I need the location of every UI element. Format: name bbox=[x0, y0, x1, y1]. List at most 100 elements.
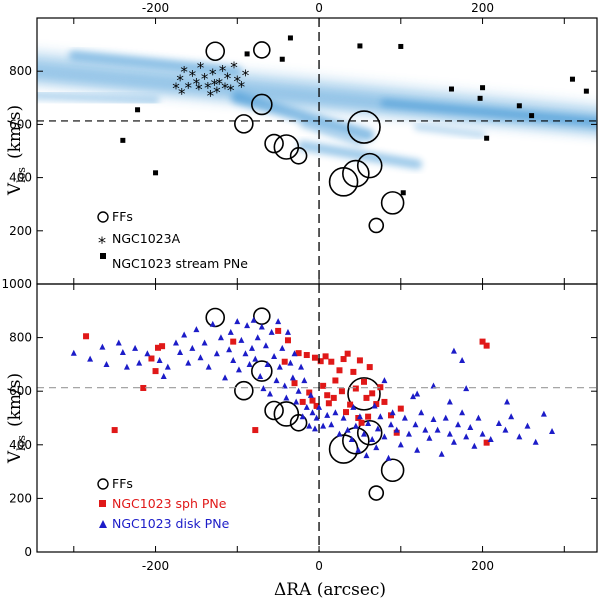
ff-marker bbox=[234, 114, 254, 134]
ngc1023a-marker: * bbox=[242, 66, 250, 84]
ngc1023a-marker: * bbox=[219, 62, 227, 80]
x-tick-label: 0 bbox=[315, 559, 323, 573]
disk-pn-marker bbox=[463, 433, 470, 440]
disk-pn-marker bbox=[177, 348, 184, 355]
disk-pn-marker bbox=[103, 361, 110, 367]
disk-pn-marker bbox=[99, 343, 106, 350]
ff-marker bbox=[264, 400, 284, 421]
legend-item-sph: NGC1023 sph PNe bbox=[99, 496, 227, 511]
ngc1023a-marker: * bbox=[172, 80, 180, 98]
sph-pn-marker bbox=[338, 388, 345, 395]
disk-pn-marker bbox=[230, 356, 237, 363]
velocity-map-band bbox=[414, 124, 486, 139]
disk-pn-marker bbox=[303, 403, 310, 410]
disk-pn-marker bbox=[371, 402, 378, 409]
sph-pn-marker bbox=[483, 439, 490, 446]
bottom-panel-frame bbox=[36, 283, 598, 553]
disk-pn-marker bbox=[502, 426, 509, 433]
ngc1023a-marker: * bbox=[197, 59, 205, 77]
ff-marker bbox=[273, 401, 300, 427]
sph-pn-marker bbox=[358, 419, 365, 426]
disk-pn-marker bbox=[279, 344, 286, 351]
disk-pn-marker bbox=[235, 366, 242, 373]
disk-pn-marker bbox=[426, 434, 433, 441]
disk-pn-marker bbox=[293, 398, 300, 405]
disk-pn-marker bbox=[350, 403, 357, 410]
disk-pn-marker bbox=[246, 361, 253, 367]
disk-pn-marker bbox=[189, 344, 196, 351]
sph-pn-marker bbox=[313, 402, 320, 409]
disk-pn-marker bbox=[340, 414, 347, 421]
y-tick-label: 600 bbox=[9, 384, 32, 398]
disk-pn-marker bbox=[238, 336, 245, 343]
disk-pn-marker bbox=[412, 421, 419, 428]
disk-pn-marker bbox=[217, 334, 224, 341]
disk-pn-marker bbox=[471, 442, 478, 449]
sph-pn-marker bbox=[154, 344, 161, 351]
y-tick-label: 200 bbox=[9, 224, 32, 238]
disk-pn-marker bbox=[401, 414, 408, 421]
sph-pn-marker bbox=[284, 337, 291, 344]
y-tick-label: 800 bbox=[9, 331, 32, 345]
disk-pn-marker bbox=[222, 374, 229, 381]
legend-label-ffs: FFs bbox=[112, 209, 133, 224]
legend-item-stream: NGC1023 stream PNe bbox=[100, 253, 248, 271]
disk-pn-marker bbox=[275, 318, 282, 325]
disk-pn-marker bbox=[363, 452, 370, 459]
stream-pn-marker bbox=[529, 113, 535, 119]
sph-pn-marker bbox=[317, 358, 324, 365]
x-tick-label: 200 bbox=[471, 1, 494, 15]
ngc1023a-marker: * bbox=[234, 73, 242, 91]
disk-pn-marker bbox=[443, 262, 449, 268]
disk-pn-marker bbox=[344, 426, 351, 433]
sph-pn-marker bbox=[275, 327, 282, 334]
ff-marker bbox=[251, 360, 273, 382]
ff-marker bbox=[253, 307, 271, 325]
disk-pn-marker bbox=[276, 363, 283, 370]
ff-marker bbox=[253, 41, 271, 59]
legend-label-ffs-bottom: FFs bbox=[112, 476, 133, 491]
disk-pn-marker bbox=[201, 339, 208, 346]
disk-pn-marker bbox=[249, 344, 256, 351]
disk-pn-marker bbox=[119, 348, 126, 355]
stream-pn-marker bbox=[244, 51, 250, 57]
sph-pn-marker bbox=[347, 401, 354, 408]
disk-pn-marker bbox=[348, 436, 355, 443]
sph-pn-marker bbox=[393, 429, 400, 436]
stream-pn-marker bbox=[477, 95, 483, 101]
sph-pn-marker bbox=[159, 343, 166, 350]
disk-pn-marker bbox=[291, 350, 298, 357]
sph-pn-marker bbox=[230, 338, 237, 345]
disk-pn-marker bbox=[374, 425, 381, 432]
disk-pn-marker bbox=[299, 413, 306, 420]
x-tick-label: -200 bbox=[142, 559, 169, 573]
ngc1023a-marker: * bbox=[238, 78, 246, 96]
ff-marker bbox=[251, 93, 273, 116]
disk-pn-marker bbox=[309, 409, 316, 416]
disk-pn-marker bbox=[227, 328, 234, 335]
ngc1023a-marker: * bbox=[227, 81, 235, 99]
disk-pn-marker bbox=[475, 414, 482, 421]
disk-pn-marker bbox=[281, 382, 288, 389]
velocity-map-band bbox=[297, 140, 423, 170]
top-y-axis-label: Vlos (km/s) bbox=[5, 105, 28, 196]
disk-pn-marker bbox=[459, 409, 466, 416]
disk-pn-marker bbox=[242, 350, 249, 357]
sph-pn-marker bbox=[373, 401, 380, 408]
ngc1023a-marker: * bbox=[178, 85, 186, 103]
disk-pn-marker bbox=[414, 390, 421, 397]
sph-pn-marker bbox=[330, 394, 337, 401]
disk-pn-marker bbox=[258, 323, 265, 330]
disk-pn-marker bbox=[385, 454, 392, 461]
disk-pn-marker bbox=[132, 344, 139, 351]
ff-marker bbox=[356, 152, 383, 179]
legend-marker-square-red bbox=[99, 500, 106, 507]
sph-pn-marker bbox=[343, 409, 350, 416]
sph-pn-marker bbox=[295, 350, 302, 357]
sph-pn-marker bbox=[369, 390, 376, 397]
disk-pn-marker bbox=[181, 331, 188, 338]
disk-pn-marker bbox=[450, 347, 457, 354]
stream-pn-marker bbox=[135, 107, 141, 113]
x-axis-label: ΔRA (arcsec) bbox=[274, 580, 386, 600]
sph-pn-marker bbox=[344, 350, 351, 357]
